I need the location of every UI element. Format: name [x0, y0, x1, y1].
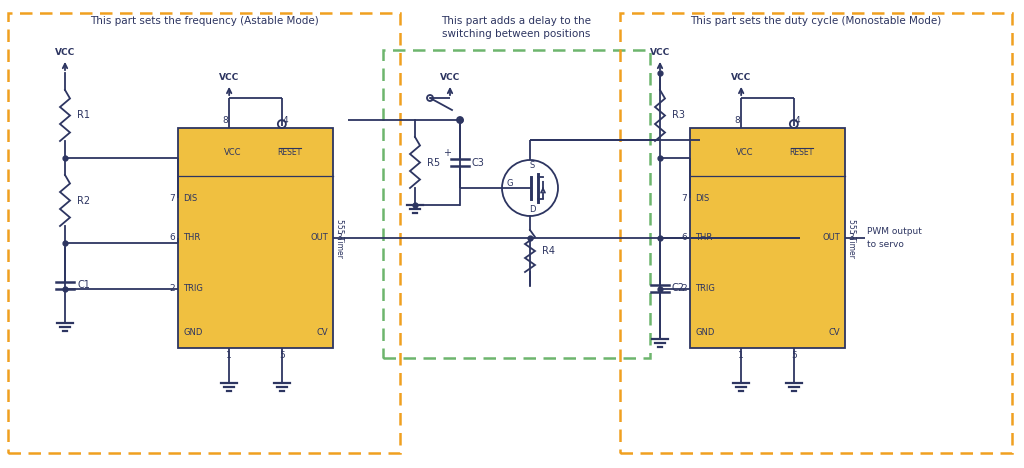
Text: 6: 6 — [169, 234, 175, 242]
Text: 3: 3 — [848, 234, 854, 242]
Text: CV: CV — [316, 328, 328, 337]
Text: D: D — [528, 205, 536, 214]
FancyBboxPatch shape — [178, 128, 333, 348]
Text: GND: GND — [695, 328, 715, 337]
Text: VCC: VCC — [223, 148, 241, 157]
Text: TRIG: TRIG — [183, 284, 203, 293]
Text: 555 Timer: 555 Timer — [335, 219, 344, 257]
Text: CV: CV — [828, 328, 840, 337]
Text: 6: 6 — [681, 234, 687, 242]
Text: RESET: RESET — [790, 148, 814, 157]
Text: C2: C2 — [672, 283, 685, 293]
Text: 555 Timer: 555 Timer — [847, 219, 856, 257]
Text: G: G — [507, 180, 513, 189]
Text: R4: R4 — [542, 246, 555, 256]
Text: VCC: VCC — [55, 48, 75, 57]
Text: S: S — [529, 161, 535, 170]
Text: 7: 7 — [681, 194, 687, 203]
Text: DIS: DIS — [695, 194, 710, 203]
Text: VCC: VCC — [219, 73, 240, 82]
Text: 1: 1 — [738, 351, 744, 360]
Text: OUT: OUT — [822, 234, 840, 242]
Text: R1: R1 — [77, 110, 90, 120]
Text: This part sets the duty cycle (Monostable Mode): This part sets the duty cycle (Monostabl… — [690, 16, 942, 26]
Text: 8: 8 — [222, 116, 228, 125]
Text: PWM output
to servo: PWM output to servo — [867, 227, 922, 249]
Text: C1: C1 — [77, 280, 90, 291]
Text: 8: 8 — [734, 116, 740, 125]
Text: 5: 5 — [791, 351, 797, 360]
Text: VCC: VCC — [440, 73, 460, 82]
Text: THR: THR — [695, 234, 713, 242]
Text: DIS: DIS — [183, 194, 198, 203]
Text: 3: 3 — [336, 234, 342, 242]
Text: RESET: RESET — [278, 148, 302, 157]
Text: THR: THR — [183, 234, 201, 242]
Text: 7: 7 — [169, 194, 175, 203]
Text: This part adds a delay to the
switching between positions: This part adds a delay to the switching … — [441, 16, 591, 39]
Text: VCC: VCC — [731, 73, 752, 82]
Text: 2: 2 — [169, 284, 175, 293]
Text: 1: 1 — [226, 351, 232, 360]
Text: R2: R2 — [77, 196, 90, 205]
Text: TRIG: TRIG — [695, 284, 715, 293]
Text: R3: R3 — [672, 110, 685, 120]
Text: VCC: VCC — [650, 48, 670, 57]
Text: GND: GND — [183, 328, 203, 337]
Text: 2: 2 — [681, 284, 687, 293]
FancyBboxPatch shape — [690, 128, 845, 348]
Text: C3: C3 — [472, 158, 485, 168]
Text: OUT: OUT — [310, 234, 328, 242]
Text: This part sets the frequency (Astable Mode): This part sets the frequency (Astable Mo… — [90, 16, 318, 26]
Text: +: + — [443, 148, 451, 158]
Text: 4: 4 — [283, 116, 289, 125]
Text: 5: 5 — [279, 351, 285, 360]
Text: 4: 4 — [795, 116, 801, 125]
Text: R5: R5 — [427, 158, 440, 168]
Text: VCC: VCC — [735, 148, 753, 157]
